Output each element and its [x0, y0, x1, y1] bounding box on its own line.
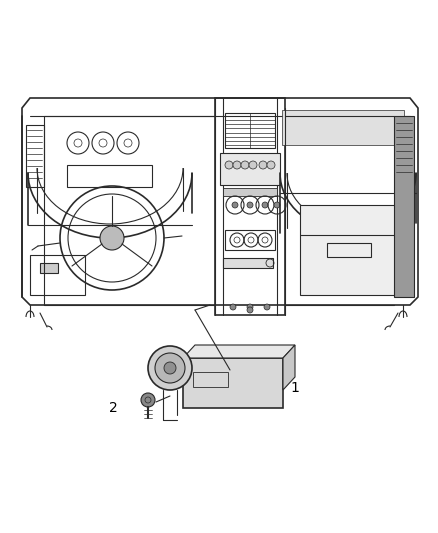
Bar — [193, 372, 228, 387]
Circle shape — [100, 226, 124, 250]
Circle shape — [241, 161, 249, 169]
Bar — [26, 125, 44, 187]
Polygon shape — [283, 345, 295, 390]
Bar — [225, 230, 275, 250]
Circle shape — [264, 304, 270, 310]
Bar — [40, 263, 58, 273]
Bar — [223, 188, 277, 196]
Text: 1: 1 — [290, 381, 299, 395]
Circle shape — [247, 304, 253, 310]
Circle shape — [155, 353, 185, 383]
Circle shape — [274, 202, 280, 208]
Bar — [67, 165, 152, 187]
Bar — [282, 110, 404, 145]
Bar — [300, 205, 398, 295]
Circle shape — [230, 304, 236, 310]
Bar — [223, 258, 273, 268]
Circle shape — [247, 202, 253, 208]
Circle shape — [259, 161, 267, 169]
Bar — [30, 255, 85, 295]
Bar — [220, 153, 280, 185]
Polygon shape — [183, 345, 295, 358]
Circle shape — [267, 161, 275, 169]
Circle shape — [249, 161, 257, 169]
Circle shape — [141, 393, 155, 407]
Bar — [394, 116, 414, 297]
Circle shape — [232, 202, 238, 208]
Bar — [225, 113, 275, 148]
Circle shape — [148, 346, 192, 390]
Bar — [215, 98, 285, 315]
Bar — [327, 243, 371, 257]
Bar — [183, 358, 283, 408]
Circle shape — [233, 161, 241, 169]
Text: 2: 2 — [109, 401, 118, 415]
Circle shape — [262, 202, 268, 208]
Circle shape — [164, 362, 176, 374]
Circle shape — [225, 161, 233, 169]
Circle shape — [247, 307, 253, 313]
